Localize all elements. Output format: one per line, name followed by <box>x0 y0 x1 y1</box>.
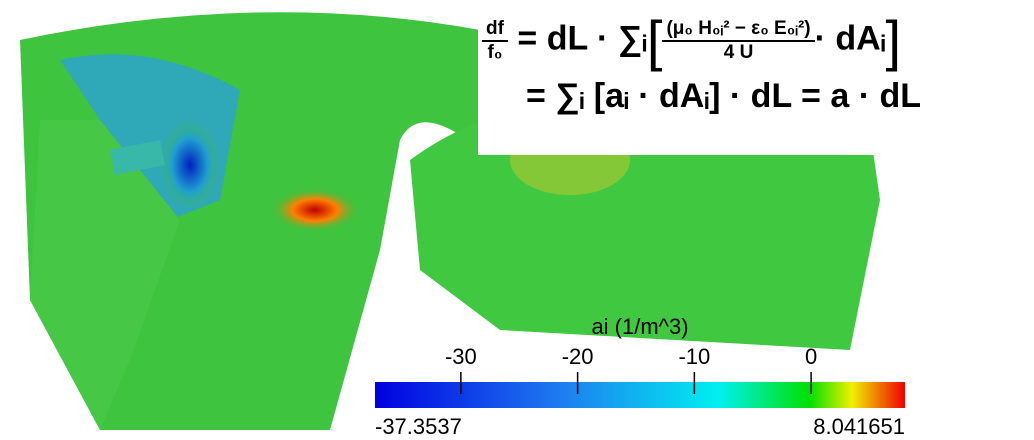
max-label: 8.041651 <box>813 414 905 439</box>
denominator: 4 U <box>720 42 758 64</box>
denominator: f₀ <box>484 42 507 64</box>
fraction: (μ₀ H₀ᵢ² − ε₀ E₀ᵢ²)4 U <box>662 18 814 64</box>
colorbar <box>375 382 905 408</box>
colorbar-title: ai (1/m^3) <box>591 314 688 339</box>
bracket: [ <box>647 9 663 72</box>
tick-label: -20 <box>562 344 594 369</box>
tick-label: 0 <box>805 344 817 369</box>
numerator: (μ₀ H₀ᵢ² − ε₀ E₀ᵢ²) <box>662 18 814 42</box>
bracket: ] <box>886 9 902 72</box>
tick-label: -10 <box>678 344 710 369</box>
text: · dAᵢ <box>815 19 886 57</box>
numerator: df <box>482 18 508 42</box>
hot-spot <box>270 188 360 232</box>
cold-spot <box>160 120 220 210</box>
min-label: -37.3537 <box>375 414 462 439</box>
page: ai (1/m^3) -30 -20 -10 0 -37.3537 8.041651 df… <box>0 0 1034 440</box>
text: = dL · ∑ᵢ <box>517 19 646 57</box>
equation-line: = ∑ᵢ [aᵢ · dAᵢ] · dL = a · dL <box>526 77 1034 116</box>
tick-label: -30 <box>445 344 477 369</box>
